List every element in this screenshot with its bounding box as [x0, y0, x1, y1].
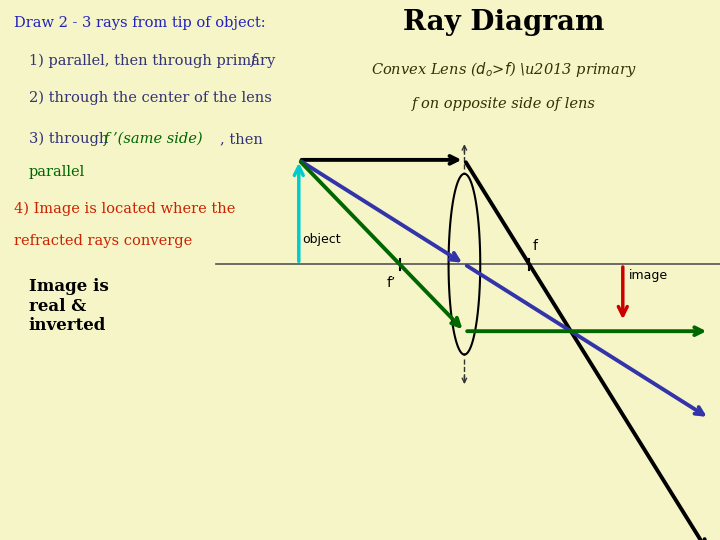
Text: 4) Image is located where the: 4) Image is located where the — [14, 201, 235, 216]
Text: f: f — [251, 53, 256, 68]
Text: object: object — [302, 233, 341, 246]
Text: refracted rays converge: refracted rays converge — [14, 234, 193, 248]
Text: f ’(same side): f ’(same side) — [104, 132, 204, 146]
Text: parallel: parallel — [29, 165, 85, 179]
Text: , then: , then — [220, 132, 263, 146]
Text: Convex Lens ($d_o$>$f$) \u2013 primary: Convex Lens ($d_o$>$f$) \u2013 primary — [371, 60, 637, 79]
Text: f on opposite side of lens: f on opposite side of lens — [412, 97, 596, 111]
Text: Ray Diagram: Ray Diagram — [403, 9, 605, 36]
Text: image: image — [629, 269, 667, 282]
Text: Draw 2 - 3 rays from tip of object:: Draw 2 - 3 rays from tip of object: — [14, 16, 266, 30]
Text: Image is
real &
inverted: Image is real & inverted — [29, 278, 109, 334]
Text: f: f — [533, 239, 538, 253]
Text: 3) through: 3) through — [29, 132, 113, 146]
Text: 2) through the center of the lens: 2) through the center of the lens — [29, 90, 271, 105]
Text: 1) parallel, then through primary: 1) parallel, then through primary — [29, 53, 279, 68]
Text: f’: f’ — [387, 276, 396, 290]
